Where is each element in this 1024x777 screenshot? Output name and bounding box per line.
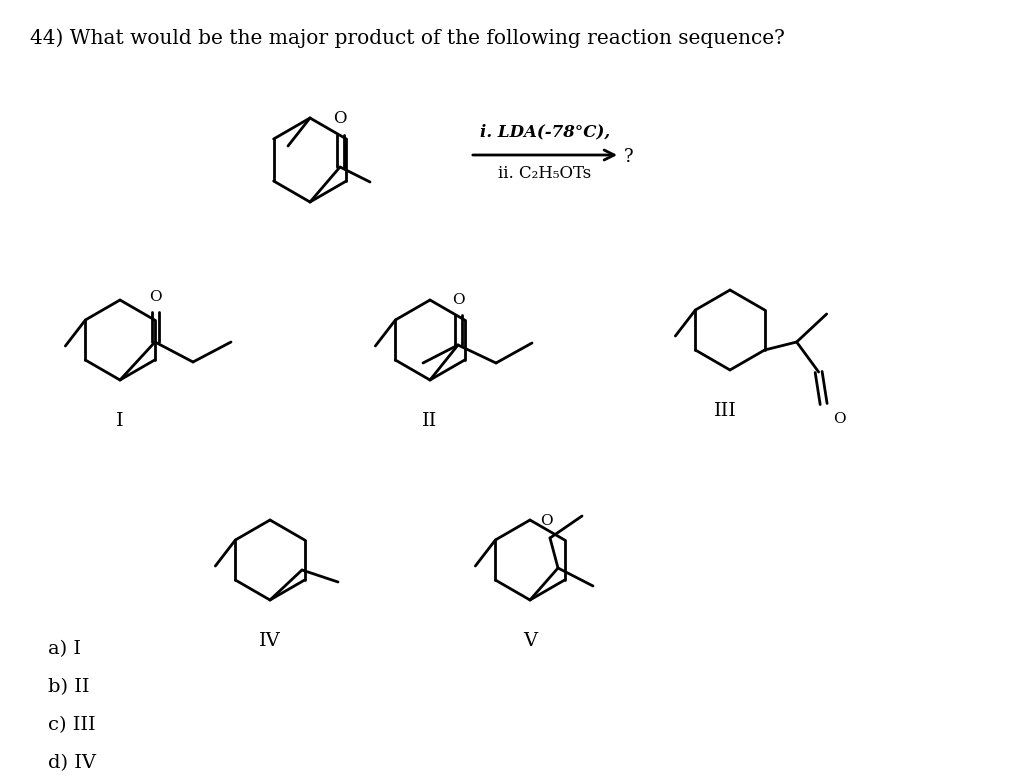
Text: V: V <box>523 632 537 650</box>
Text: d) IV: d) IV <box>48 754 96 772</box>
Text: O: O <box>540 514 552 528</box>
Text: b) II: b) II <box>48 678 89 696</box>
Text: c) III: c) III <box>48 716 95 734</box>
Text: II: II <box>422 412 437 430</box>
Text: ?: ? <box>624 148 634 166</box>
Text: O: O <box>148 290 162 304</box>
Text: a) I: a) I <box>48 640 81 658</box>
Text: 44) What would be the major product of the following reaction sequence?: 44) What would be the major product of t… <box>30 28 784 47</box>
Text: O: O <box>452 293 464 307</box>
Text: IV: IV <box>259 632 281 650</box>
Text: i. LDA(-78°C),: i. LDA(-78°C), <box>480 123 610 140</box>
Text: O: O <box>333 110 347 127</box>
Text: III: III <box>714 402 736 420</box>
Text: ii. C₂H₅OTs: ii. C₂H₅OTs <box>499 165 592 182</box>
Text: O: O <box>834 412 846 426</box>
Text: I: I <box>116 412 124 430</box>
